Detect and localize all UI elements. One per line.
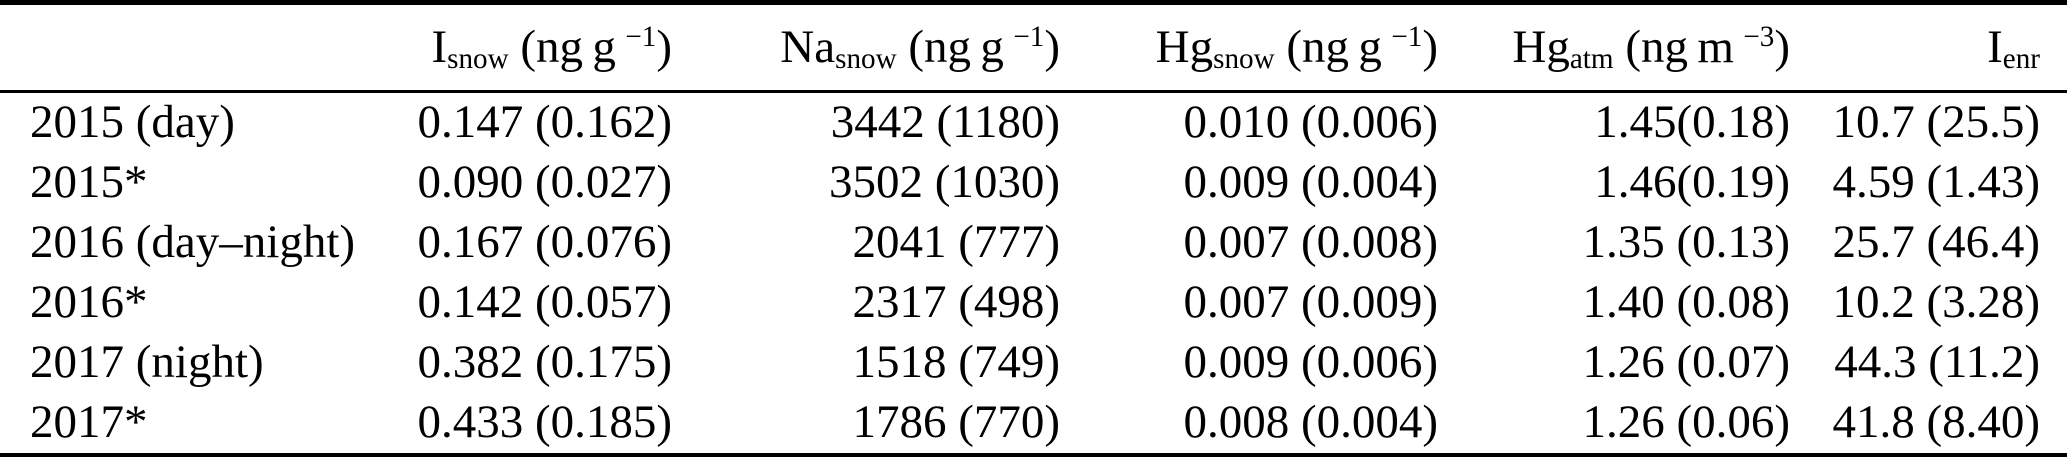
header-subscript: enr	[2002, 43, 2040, 76]
cell-i-enr: 44.3 (11.2)	[1834, 336, 2040, 389]
table-row: 2016* 0.142 (0.057) 2317 (498) 0.007 (0.…	[0, 273, 2067, 333]
cell-na-snow: 1518 (749)	[852, 336, 1060, 389]
cell-i-enr: 41.8 (8.40)	[1832, 396, 2040, 449]
cell-na-snow: 2041 (777)	[852, 216, 1060, 269]
row-label: 2017 (night)	[30, 336, 264, 389]
table-row: 2017 (night) 0.382 (0.175) 1518 (749) 0.…	[0, 333, 2067, 393]
cell-i-snow: 0.382 (0.175)	[417, 336, 672, 389]
cell-i-snow: 0.433 (0.185)	[417, 396, 672, 449]
table-body: 2015 (day) 0.147 (0.162) 3442 (1180) 0.0…	[0, 92, 2067, 456]
header-row: Isnow (ng g −1) Nasnow (ng g −1) Hgsnow …	[0, 3, 2067, 92]
cell-hg-snow: 0.008 (0.004)	[1183, 396, 1438, 449]
cell-hg-snow: 0.009 (0.004)	[1183, 156, 1438, 209]
header-unit-open: (ng m	[1613, 20, 1744, 73]
header-hg-atm: Hgatm (ng m −3)	[1438, 3, 1790, 92]
cell-i-snow: 0.167 (0.076)	[417, 216, 672, 269]
header-unit-close: )	[656, 20, 672, 73]
row-label: 2016 (day–night)	[30, 216, 356, 269]
header-species: Hg	[1512, 20, 1570, 73]
header-unit-close: )	[1422, 20, 1438, 73]
row-label: 2015 (day)	[30, 96, 235, 149]
header-unit-open: (ng g	[508, 20, 626, 73]
cell-i-snow: 0.142 (0.057)	[417, 276, 672, 329]
table-row: 2017* 0.433 (0.185) 1786 (770) 0.008 (0.…	[0, 393, 2067, 455]
row-label: 2015*	[30, 156, 148, 209]
cell-i-snow: 0.090 (0.027)	[417, 156, 672, 209]
cell-hg-atm: 1.26 (0.06)	[1582, 396, 1790, 449]
header-i-enr: Ienr	[1790, 3, 2067, 92]
row-label: 2016*	[30, 276, 148, 329]
table-row: 2016 (day–night) 0.167 (0.076) 2041 (777…	[0, 213, 2067, 273]
cell-na-snow: 2317 (498)	[852, 276, 1060, 329]
table-row: 2015* 0.090 (0.027) 3502 (1030) 0.009 (0…	[0, 153, 2067, 213]
header-exponent: −1	[1391, 20, 1423, 53]
header-subscript: atm	[1569, 43, 1614, 76]
header-unit-close: )	[1774, 20, 1790, 73]
cell-hg-snow: 0.010 (0.006)	[1183, 96, 1438, 149]
table-row: 2015 (day) 0.147 (0.162) 3442 (1180) 0.0…	[0, 92, 2067, 154]
header-unit-close: )	[1044, 20, 1060, 73]
cell-hg-atm: 1.26 (0.07)	[1582, 336, 1790, 389]
header-exponent: −1	[625, 20, 657, 53]
header-species: I	[1987, 20, 2003, 73]
cell-na-snow: 3442 (1180)	[830, 96, 1060, 149]
cell-i-enr: 25.7 (46.4)	[1832, 216, 2040, 269]
cell-hg-atm: 1.46(0.19)	[1594, 156, 1790, 209]
header-species: Na	[780, 20, 836, 73]
header-na-snow: Nasnow (ng g −1)	[672, 3, 1060, 92]
cell-hg-atm: 1.35 (0.13)	[1582, 216, 1790, 269]
cell-hg-snow: 0.007 (0.009)	[1183, 276, 1438, 329]
cell-i-enr: 10.2 (3.28)	[1832, 276, 2040, 329]
header-unit-open: (ng g	[896, 20, 1014, 73]
cell-na-snow: 3502 (1030)	[828, 156, 1060, 209]
header-subscript: snow	[447, 43, 509, 76]
header-i-snow: Isnow (ng g −1)	[410, 3, 672, 92]
cell-hg-atm: 1.45(0.18)	[1594, 96, 1790, 149]
header-exponent: −1	[1013, 20, 1045, 53]
table-header: Isnow (ng g −1) Nasnow (ng g −1) Hgsnow …	[0, 3, 2067, 92]
header-subscript: snow	[835, 43, 897, 76]
cell-i-enr: 4.59 (1.43)	[1832, 156, 2040, 209]
cell-hg-snow: 0.009 (0.006)	[1183, 336, 1438, 389]
cell-i-snow: 0.147 (0.162)	[417, 96, 672, 149]
header-species: I	[431, 20, 448, 73]
header-empty-cell	[0, 3, 410, 92]
cell-na-snow: 1786 (770)	[852, 396, 1060, 449]
header-exponent: −3	[1743, 20, 1775, 53]
header-unit-open: (ng g	[1274, 20, 1392, 73]
cell-hg-atm: 1.40 (0.08)	[1582, 276, 1790, 329]
header-hg-snow: Hgsnow (ng g −1)	[1060, 3, 1438, 92]
cell-hg-snow: 0.007 (0.008)	[1183, 216, 1438, 269]
header-subscript: snow	[1213, 43, 1275, 76]
cell-i-enr: 10.7 (25.5)	[1832, 96, 2040, 149]
header-species: Hg	[1155, 20, 1214, 73]
row-label: 2017*	[30, 396, 148, 449]
